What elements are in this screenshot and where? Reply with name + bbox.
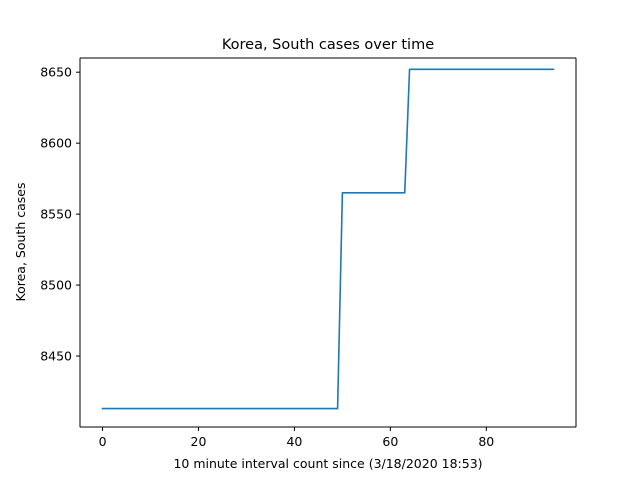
x-axis-ticks: 0 20 40 60 80 bbox=[99, 427, 494, 449]
x-tick-label: 40 bbox=[286, 434, 302, 449]
x-tick-label: 80 bbox=[478, 434, 494, 449]
y-axis-ticks: 8450 8500 8550 8600 8650 bbox=[40, 65, 80, 364]
y-tick-label: 8450 bbox=[40, 349, 72, 364]
x-tick-label: 60 bbox=[382, 434, 398, 449]
y-tick-label: 8600 bbox=[40, 136, 72, 151]
x-tick-label: 0 bbox=[99, 434, 107, 449]
chart-title: Korea, South cases over time bbox=[222, 37, 434, 53]
x-axis-label: 10 minute interval count since (3/18/202… bbox=[173, 456, 482, 471]
y-tick-label: 8550 bbox=[40, 207, 72, 222]
y-tick-label: 8650 bbox=[40, 65, 72, 80]
series-line-0 bbox=[101, 68, 555, 410]
x-tick-label: 20 bbox=[191, 434, 207, 449]
y-axis-label: Korea, South cases bbox=[13, 183, 28, 302]
y-tick-label: 8500 bbox=[40, 278, 72, 293]
plot-area bbox=[79, 57, 577, 428]
